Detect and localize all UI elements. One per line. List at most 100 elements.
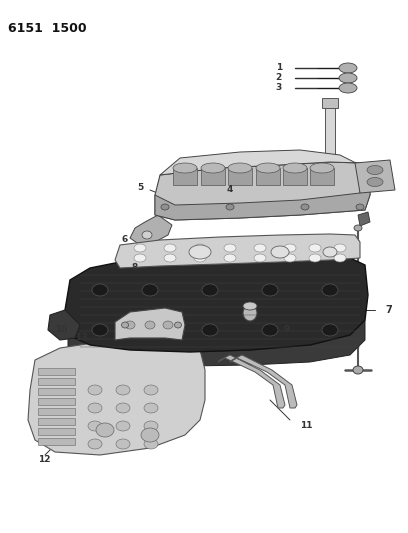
Text: 4: 4 [226, 185, 233, 195]
Ellipse shape [367, 166, 383, 174]
Ellipse shape [339, 73, 357, 83]
Ellipse shape [194, 244, 206, 252]
Ellipse shape [92, 324, 108, 336]
Ellipse shape [134, 244, 146, 252]
Ellipse shape [322, 324, 338, 336]
Ellipse shape [116, 403, 130, 413]
Ellipse shape [301, 204, 309, 210]
Polygon shape [115, 308, 185, 340]
Polygon shape [38, 388, 75, 395]
Ellipse shape [367, 177, 383, 187]
Ellipse shape [144, 439, 158, 449]
Ellipse shape [194, 254, 206, 262]
Ellipse shape [334, 244, 346, 252]
Text: 12: 12 [38, 456, 51, 464]
Ellipse shape [309, 254, 321, 262]
Text: 3: 3 [276, 83, 282, 92]
Ellipse shape [163, 321, 173, 329]
Ellipse shape [164, 254, 176, 262]
Ellipse shape [116, 385, 130, 395]
Ellipse shape [322, 284, 338, 296]
Ellipse shape [224, 244, 236, 252]
Ellipse shape [201, 163, 225, 173]
Text: 13: 13 [75, 334, 88, 343]
Ellipse shape [142, 324, 158, 336]
Polygon shape [48, 310, 80, 340]
Polygon shape [358, 212, 370, 226]
Ellipse shape [284, 254, 296, 262]
Polygon shape [256, 168, 280, 185]
Ellipse shape [309, 244, 321, 252]
Polygon shape [173, 168, 197, 185]
Ellipse shape [262, 284, 278, 296]
Ellipse shape [310, 163, 334, 173]
Ellipse shape [226, 204, 234, 210]
Polygon shape [228, 168, 252, 185]
Text: 5: 5 [137, 183, 143, 192]
Polygon shape [218, 355, 285, 408]
Polygon shape [310, 168, 334, 185]
Ellipse shape [256, 163, 280, 173]
Ellipse shape [339, 83, 357, 93]
Polygon shape [322, 98, 338, 108]
Polygon shape [68, 320, 365, 366]
Ellipse shape [224, 254, 236, 262]
Polygon shape [115, 234, 360, 268]
Text: 9: 9 [283, 326, 289, 335]
Ellipse shape [164, 244, 176, 252]
Ellipse shape [145, 321, 155, 329]
Ellipse shape [92, 284, 108, 296]
Text: 6151  1500: 6151 1500 [8, 22, 86, 35]
Ellipse shape [254, 254, 266, 262]
Ellipse shape [254, 244, 266, 252]
Ellipse shape [243, 305, 257, 321]
Polygon shape [38, 378, 75, 385]
Ellipse shape [173, 163, 197, 173]
Ellipse shape [134, 254, 146, 262]
Polygon shape [325, 100, 335, 185]
Polygon shape [28, 340, 205, 455]
Text: 6: 6 [122, 236, 128, 245]
Ellipse shape [122, 322, 129, 328]
Ellipse shape [356, 204, 364, 210]
Text: 11: 11 [300, 421, 313, 430]
Ellipse shape [142, 231, 152, 239]
Ellipse shape [323, 247, 337, 257]
Ellipse shape [96, 423, 114, 437]
Ellipse shape [125, 321, 135, 329]
Ellipse shape [202, 284, 218, 296]
Text: 10: 10 [55, 326, 67, 335]
Text: 8: 8 [132, 263, 138, 272]
Ellipse shape [353, 366, 363, 374]
Polygon shape [38, 368, 75, 375]
Ellipse shape [88, 385, 102, 395]
Polygon shape [130, 215, 172, 245]
Text: 2: 2 [276, 72, 282, 82]
Polygon shape [201, 168, 225, 185]
Polygon shape [38, 398, 75, 405]
Ellipse shape [144, 403, 158, 413]
Ellipse shape [228, 163, 252, 173]
Ellipse shape [116, 421, 130, 431]
Polygon shape [155, 162, 370, 220]
Ellipse shape [283, 163, 307, 173]
Text: 7: 7 [385, 305, 392, 315]
Polygon shape [155, 163, 370, 220]
Polygon shape [38, 408, 75, 415]
Polygon shape [283, 168, 307, 185]
Polygon shape [38, 428, 75, 435]
Ellipse shape [144, 421, 158, 431]
Polygon shape [230, 355, 297, 408]
Ellipse shape [271, 246, 289, 258]
Ellipse shape [284, 244, 296, 252]
Ellipse shape [88, 421, 102, 431]
Ellipse shape [88, 403, 102, 413]
Polygon shape [324, 185, 336, 198]
Polygon shape [38, 438, 75, 445]
Ellipse shape [144, 385, 158, 395]
Polygon shape [38, 418, 75, 425]
Ellipse shape [339, 63, 357, 73]
Ellipse shape [262, 324, 278, 336]
Ellipse shape [202, 324, 218, 336]
Polygon shape [65, 254, 368, 352]
